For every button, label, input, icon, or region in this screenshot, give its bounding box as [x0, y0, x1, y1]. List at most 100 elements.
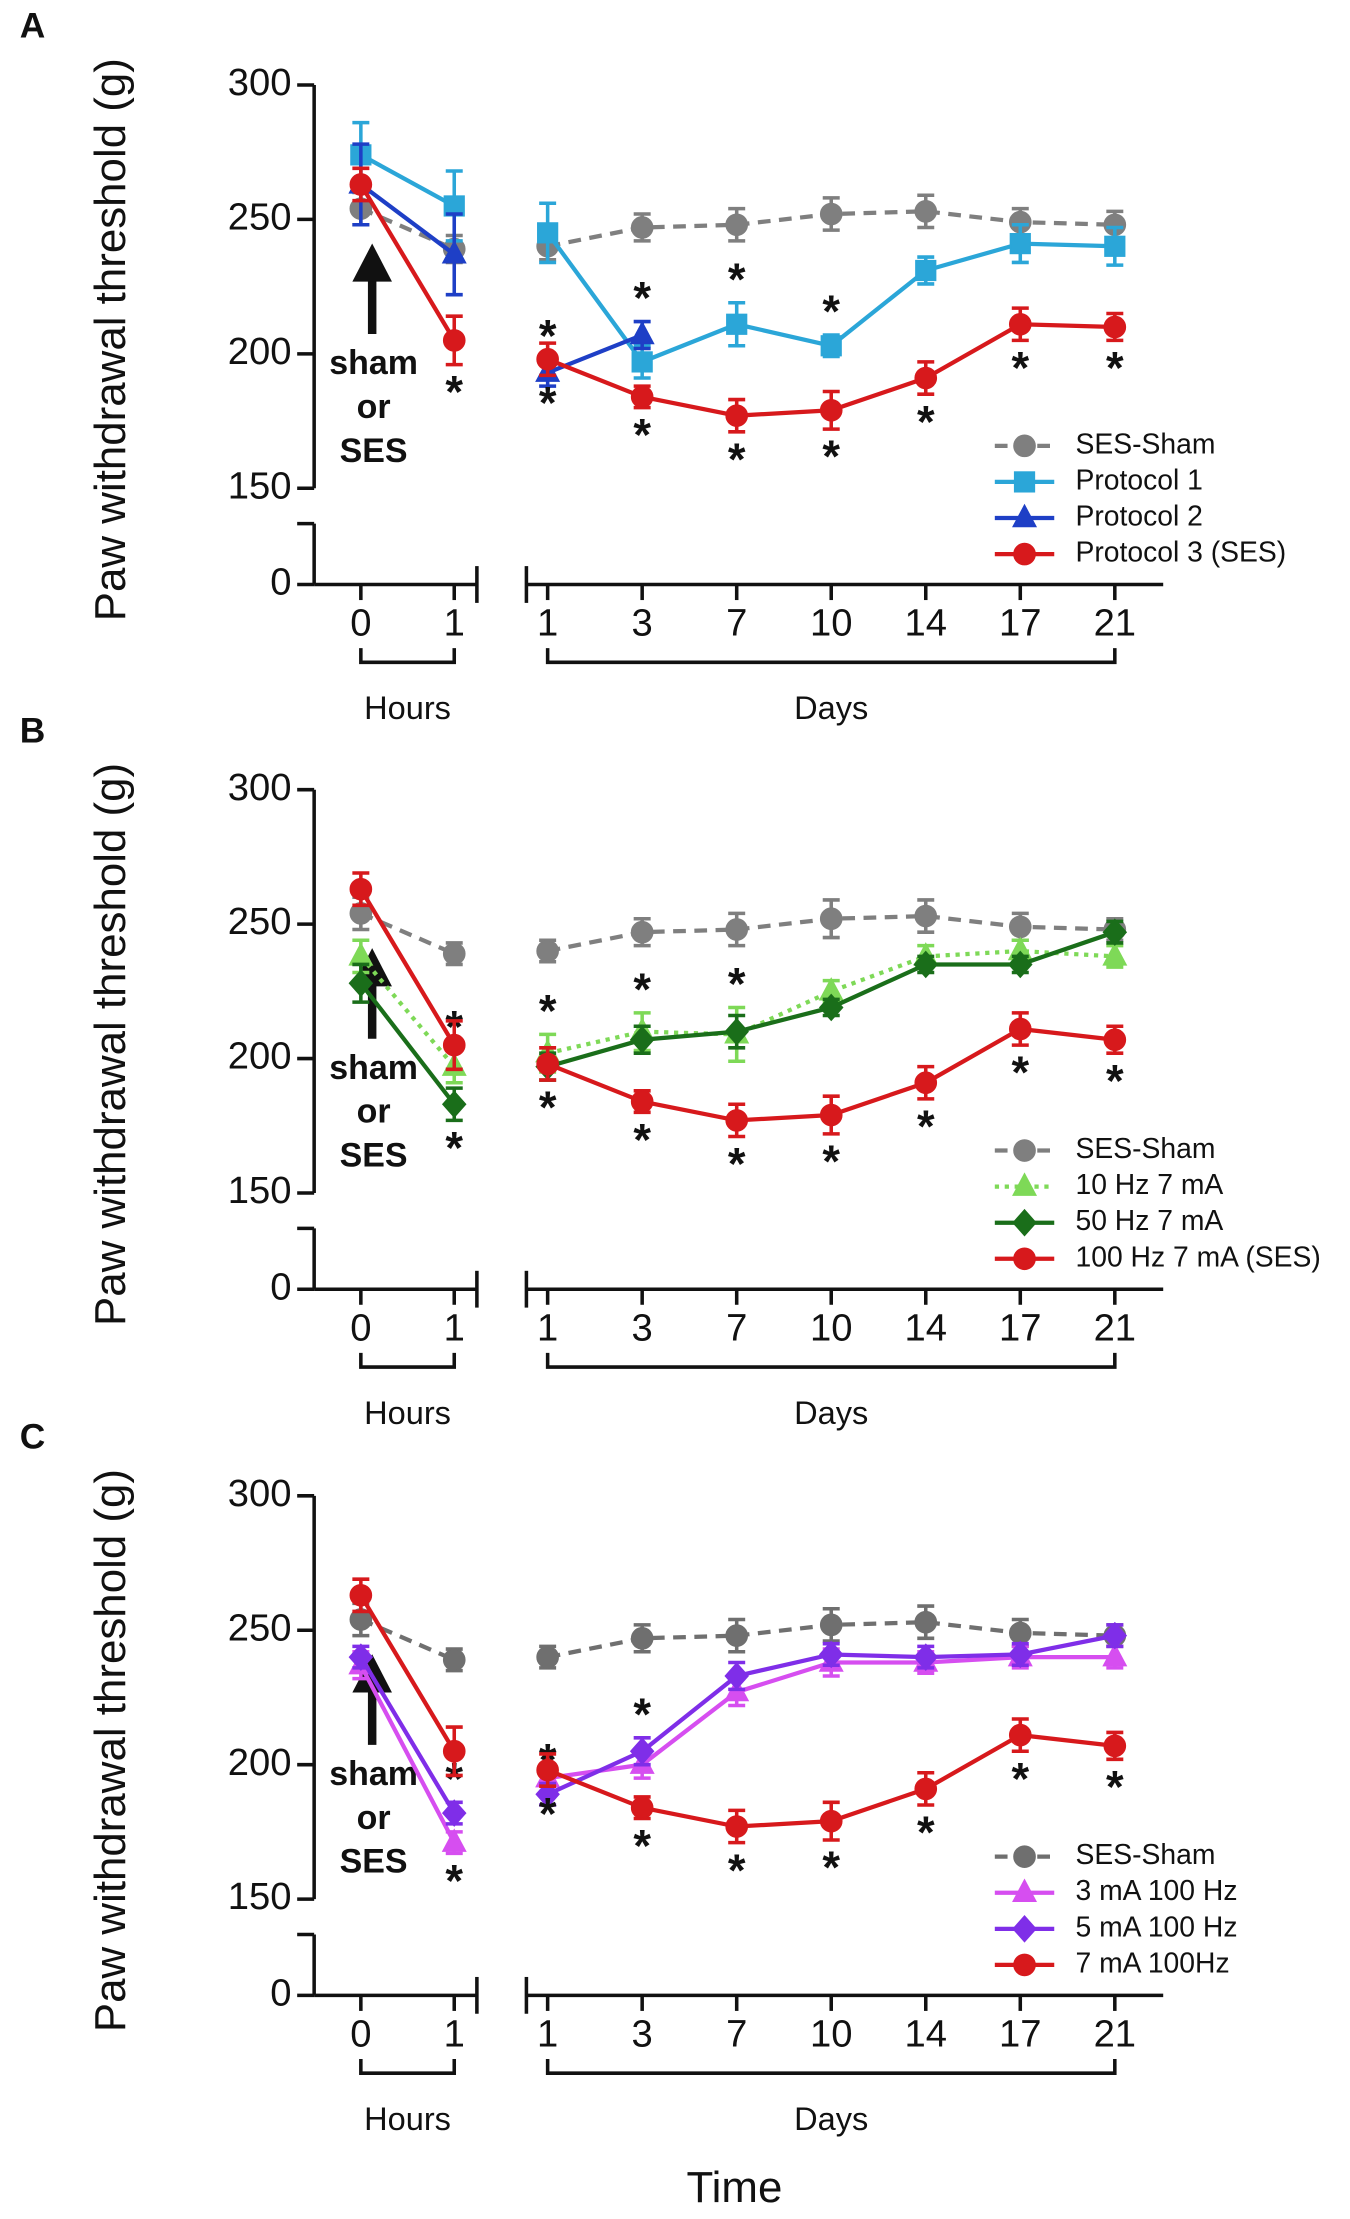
data-point [725, 1624, 749, 1647]
legend-marker [1013, 1139, 1036, 1162]
significance-marker: * [633, 1114, 651, 1165]
y-tick-label: 150 [228, 464, 292, 507]
data-point [1102, 918, 1128, 946]
data-point [914, 1071, 938, 1095]
data-point [818, 993, 844, 1022]
y-tick-label: 300 [228, 61, 292, 104]
series-line [360, 206, 456, 251]
x-tick-label: 1 [444, 602, 465, 645]
data-point [726, 313, 748, 335]
x-tick-label: 21 [1094, 2012, 1136, 2055]
significance-marker: * [539, 377, 557, 428]
panel-label: C [20, 1418, 46, 1457]
data-point [442, 1739, 466, 1763]
data-point [1102, 1642, 1128, 1667]
data-point [1103, 1734, 1127, 1758]
significance-marker: * [539, 1788, 557, 1839]
group-label: Hours [364, 2101, 451, 2137]
data-point [1008, 1723, 1032, 1747]
significance-marker: * [633, 1821, 651, 1872]
significance-marker: * [822, 1842, 840, 1893]
significance-marker: * [822, 431, 840, 482]
significance-marker: * [445, 1856, 463, 1907]
panel-label: B [20, 711, 46, 750]
data-point [725, 404, 749, 428]
x-tick-label: 7 [726, 1306, 747, 1349]
group-bracket [359, 648, 457, 665]
legend-marker [1013, 434, 1036, 458]
data-point [349, 173, 373, 196]
data-point [630, 216, 654, 239]
significance-marker: * [822, 1136, 840, 1187]
panel-label: A [20, 7, 46, 46]
annotation: or [357, 1093, 391, 1131]
legend-marker [1012, 1208, 1037, 1237]
data-point [348, 969, 374, 998]
significance-marker: * [822, 286, 840, 337]
significance-marker: * [1011, 1753, 1029, 1804]
legend-label: Protocol 2 [1075, 499, 1202, 531]
significance-marker: * [728, 434, 746, 485]
legend-marker [1013, 542, 1036, 566]
significance-marker: * [539, 1082, 557, 1133]
x-tick-label: 1 [444, 2012, 465, 2055]
data-point [914, 1610, 938, 1634]
data-point [631, 351, 653, 373]
data-point [629, 320, 655, 345]
data-point [914, 1777, 938, 1801]
x-tick-label: 1 [537, 2012, 558, 2055]
legend-label: 5 mA 100 Hz [1075, 1910, 1237, 1942]
data-point [349, 1583, 373, 1607]
data-point [1102, 942, 1128, 966]
data-point [819, 1103, 843, 1127]
data-point [442, 1033, 466, 1057]
group-label: Hours [364, 690, 451, 726]
x-tick-label: 1 [537, 602, 558, 645]
significance-marker: * [1106, 1055, 1124, 1106]
x-tick-label: 17 [999, 2012, 1041, 2055]
data-point [1103, 1028, 1127, 1052]
data-point [442, 1648, 466, 1672]
data-point [630, 1796, 654, 1820]
x-tick-label: 3 [632, 2012, 653, 2055]
data-point [629, 1737, 655, 1766]
series-line [359, 183, 457, 342]
x-tick-label: 0 [350, 1306, 371, 1349]
y-axis-title: Paw withdrawal threshold (g) [86, 58, 135, 621]
y-tick-label: 250 [228, 1606, 292, 1649]
series-line [359, 981, 456, 1106]
data-point [819, 1613, 843, 1637]
significance-marker: * [445, 1122, 463, 1173]
data-point [630, 1090, 654, 1113]
data-point [725, 1815, 749, 1838]
significance-marker: * [1106, 1761, 1124, 1812]
y-tick-label: 200 [228, 1741, 292, 1784]
group-bracket [545, 2059, 1117, 2075]
legend-label: 7 mA 100Hz [1075, 1946, 1229, 1978]
annotation: sham [329, 1755, 418, 1793]
data-point [725, 213, 749, 237]
x-tick-label: 3 [632, 602, 653, 645]
data-point [1102, 1621, 1128, 1650]
data-point [914, 366, 938, 390]
group-bracket [545, 1352, 1117, 1369]
y-tick-label: 200 [228, 330, 292, 373]
data-point [914, 904, 938, 928]
x-tick-label: 7 [726, 602, 747, 645]
x-tick-label: 21 [1094, 602, 1136, 645]
series-line [360, 1617, 456, 1662]
series-line [359, 888, 457, 1047]
y-tick-label: 0 [270, 561, 291, 604]
significance-marker: * [539, 986, 557, 1037]
data-point [818, 1640, 844, 1669]
data-point [820, 335, 842, 357]
legend-label: 100 Hz 7 mA (SES) [1075, 1240, 1320, 1272]
x-tick-label: 0 [350, 602, 371, 645]
legend-marker [1012, 1915, 1037, 1943]
x-tick-label: 21 [1094, 1306, 1136, 1349]
y-axis-title: Paw withdrawal threshold (g) [86, 763, 135, 1326]
arrow-head [352, 243, 392, 282]
annotation: SES [340, 432, 408, 470]
x-tick-label: 10 [810, 602, 852, 645]
y-tick-label: 0 [270, 1971, 291, 2014]
